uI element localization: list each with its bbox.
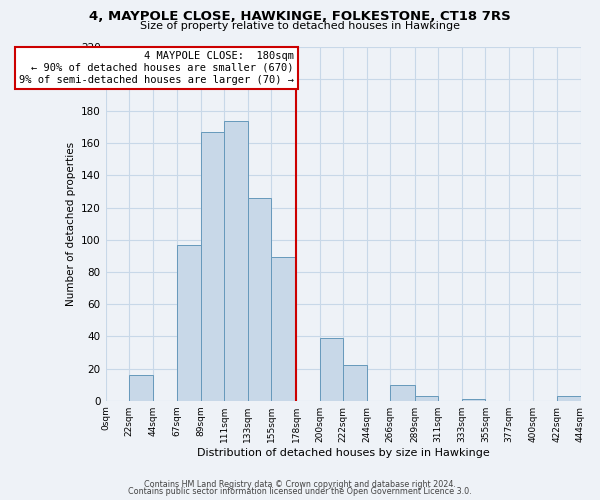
Bar (178, 244, 201, 400)
Text: 4, MAYPOLE CLOSE, HAWKINGE, FOLKESTONE, CT18 7RS: 4, MAYPOLE CLOSE, HAWKINGE, FOLKESTONE, … (89, 10, 511, 23)
Bar (390, 384, 415, 400)
Text: 4 MAYPOLE CLOSE:  180sqm
← 90% of detached houses are smaller (670)
9% of semi-d: 4 MAYPOLE CLOSE: 180sqm ← 90% of detache… (19, 52, 294, 84)
Bar (462, 399, 485, 400)
Text: Contains public sector information licensed under the Open Government Licence 3.: Contains public sector information licen… (128, 487, 472, 496)
Bar (129, 375, 153, 400)
Bar (343, 366, 367, 400)
Y-axis label: Number of detached properties: Number of detached properties (65, 142, 76, 306)
Bar (201, 132, 224, 400)
Bar (557, 396, 581, 400)
Bar (224, 120, 248, 400)
Bar (415, 396, 438, 400)
Bar (248, 198, 271, 400)
Text: Contains HM Land Registry data © Crown copyright and database right 2024.: Contains HM Land Registry data © Crown c… (144, 480, 456, 489)
Text: Size of property relative to detached houses in Hawkinge: Size of property relative to detached ho… (140, 21, 460, 31)
X-axis label: Distribution of detached houses by size in Hawkinge: Distribution of detached houses by size … (197, 448, 490, 458)
Bar (271, 258, 296, 400)
Bar (320, 338, 343, 400)
